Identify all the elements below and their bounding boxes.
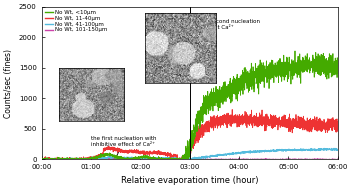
Text: the first nucleation with
inhibitive effect of Ca²⁺: the first nucleation with inhibitive eff… (91, 136, 156, 156)
Legend: No Wt, <10μm, No Wt, 11-40μm, No Wt, 41-100μm, No Wt, 101-150μm: No Wt, <10μm, No Wt, 11-40μm, No Wt, 41-… (44, 9, 108, 33)
Text: the second nucleation
without Ca²⁺: the second nucleation without Ca²⁺ (200, 19, 260, 30)
Y-axis label: Counts/sec (fines): Counts/sec (fines) (4, 49, 13, 118)
X-axis label: Relative evaporation time (hour): Relative evaporation time (hour) (121, 176, 258, 185)
